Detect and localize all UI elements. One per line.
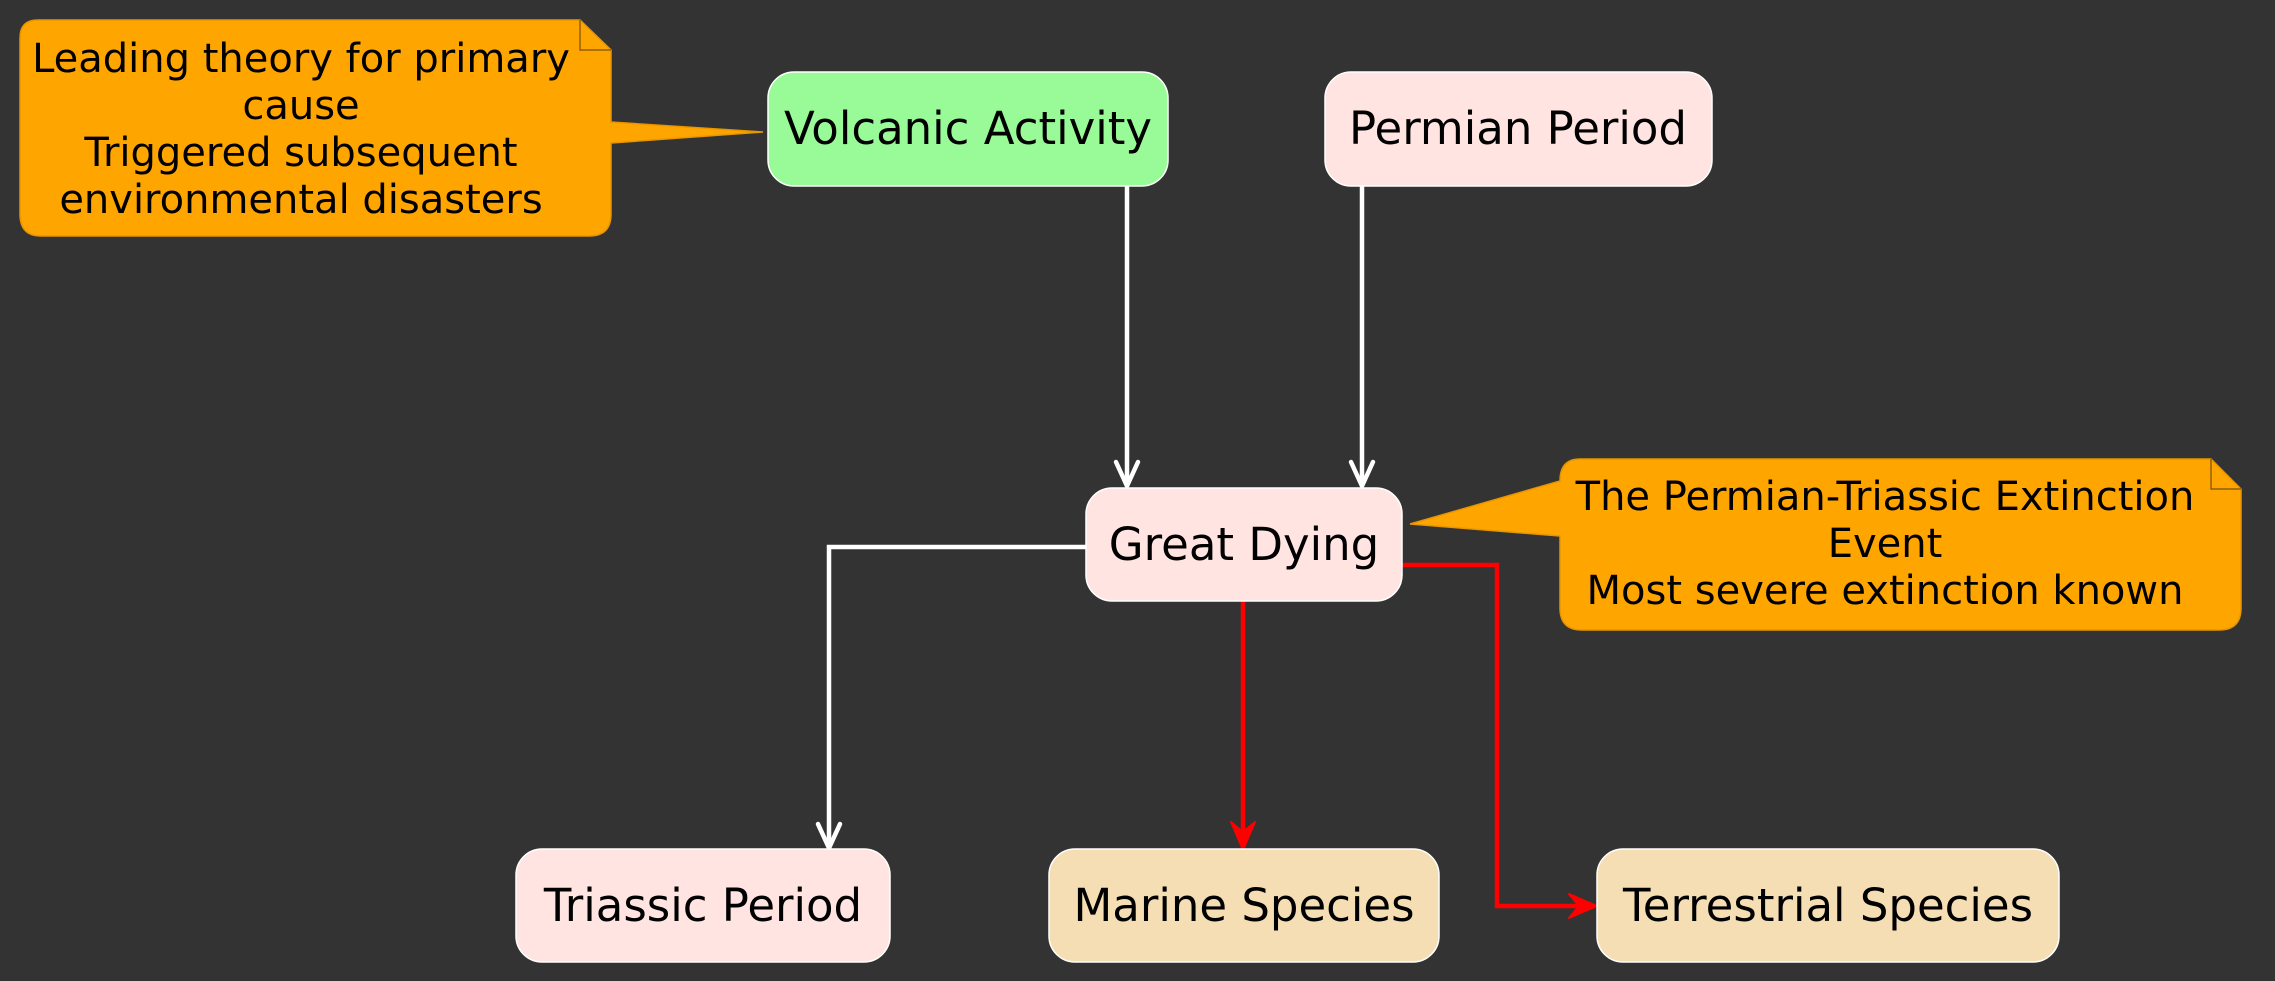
edge-terrestrial-line: [1402, 562, 1595, 909]
note-great-dying-line-2: Event: [1828, 521, 1943, 567]
note-great-dying-fold-icon: [2210, 459, 2241, 490]
edge-triassic-line: [826, 544, 1086, 848]
note-great-dying-line-3: Most severe extinction known: [1587, 568, 2184, 614]
edge-triassic-arrowhead: [815, 821, 843, 851]
note-volcanic: Leading theory for primary cause Trigger…: [19, 19, 764, 237]
note-volcanic-line-3: Triggered subsequent: [83, 130, 517, 176]
node-marine-species-box: [1048, 848, 1440, 963]
node-terrestrial-species[interactable]: Terrestrial Species: [1596, 848, 2060, 963]
node-permian-period-label: Permian Period: [1349, 102, 1687, 155]
node-permian-period[interactable]: Permian Period: [1324, 71, 1713, 187]
note-great-dying: The Permian-Triassic Extinction Event Mo…: [1409, 458, 2242, 631]
node-terrestrial-species-label: Terrestrial Species: [1622, 879, 2033, 932]
edge-volcanic-to-great-dying: [1113, 186, 1141, 489]
edge-terrestrial-arrowhead: [1568, 893, 1598, 919]
edge-great-dying-to-triassic: [815, 544, 1086, 851]
note-volcanic-line-4: environmental disasters: [59, 177, 542, 223]
note-volcanic-line-1: Leading theory for primary: [32, 36, 570, 82]
node-great-dying-label: Great Dying: [1109, 518, 1379, 571]
node-volcanic-activity-box: [767, 71, 1169, 187]
note-volcanic-fold-icon: [579, 20, 611, 51]
edge-permian-arrowhead: [1348, 459, 1376, 489]
node-great-dying[interactable]: Great Dying: [1085, 487, 1403, 602]
node-terrestrial-species-box: [1596, 848, 2060, 963]
node-volcanic-activity[interactable]: Volcanic Activity: [767, 71, 1169, 187]
note-volcanic-shape: [19, 19, 764, 237]
node-triassic-period[interactable]: Triassic Period: [515, 848, 891, 963]
note-great-dying-line-1: The Permian-Triassic Extinction: [1575, 474, 2195, 520]
note-great-dying-shape: [1409, 458, 2242, 631]
node-volcanic-activity-label: Volcanic Activity: [784, 102, 1152, 155]
edge-marine-arrowhead: [1230, 821, 1256, 851]
node-marine-species[interactable]: Marine Species: [1048, 848, 1440, 963]
edge-permian-to-great-dying: [1348, 186, 1376, 489]
node-great-dying-box: [1085, 487, 1403, 602]
edge-volcanic-arrowhead: [1113, 459, 1141, 489]
node-permian-period-box: [1324, 71, 1713, 187]
note-volcanic-line-2: cause: [242, 83, 359, 129]
node-marine-species-label: Marine Species: [1073, 879, 1414, 932]
node-triassic-period-box: [515, 848, 891, 963]
edge-great-dying-to-terrestrial: [1402, 562, 1598, 919]
edge-great-dying-to-marine: [1230, 601, 1256, 851]
node-triassic-period-label: Triassic Period: [543, 879, 862, 932]
